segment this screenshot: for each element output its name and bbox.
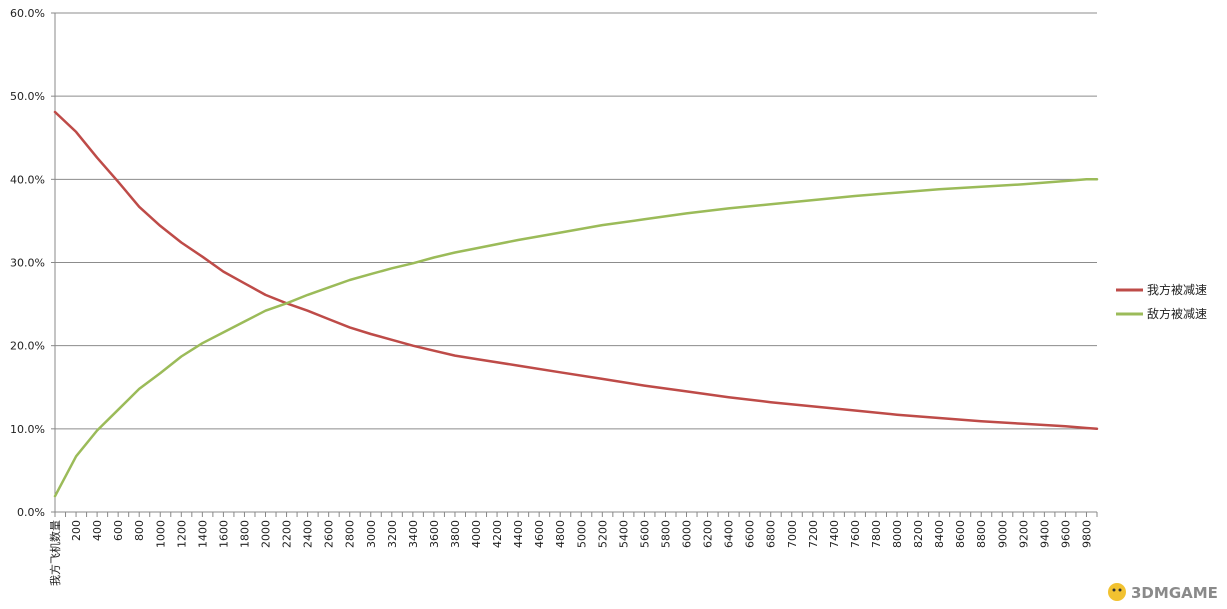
x-tick-label: 3400 [407, 520, 420, 548]
watermark-logo-icon [1108, 583, 1126, 601]
x-tick-label: 1200 [175, 520, 188, 548]
x-tick-label-first: 我方飞机数量 [48, 520, 62, 586]
x-tick-label: 9800 [1080, 520, 1093, 548]
x-tick-label: 3600 [428, 520, 441, 548]
x-tick-label: 8000 [891, 520, 904, 548]
x-tick-label: 6800 [765, 520, 778, 548]
x-tick-label: 9000 [996, 520, 1009, 548]
x-tick-label: 2600 [323, 520, 336, 548]
x-tick-label: 8600 [954, 520, 967, 548]
x-tick-label: 1600 [217, 520, 230, 548]
watermark-logo-eye [1112, 588, 1116, 592]
x-tick-label: 5600 [638, 520, 651, 548]
x-tick-label: 6600 [744, 520, 757, 548]
x-tick-label: 3800 [449, 520, 462, 548]
watermark-logo-eye [1118, 588, 1122, 592]
x-tick-label: 9600 [1059, 520, 1072, 548]
x-tick-label: 5000 [575, 520, 588, 548]
x-tick-label: 5800 [659, 520, 672, 548]
x-tick-label: 4800 [554, 520, 567, 548]
x-tick-label: 400 [91, 520, 104, 541]
x-tick-label: 800 [133, 520, 146, 541]
x-tick-label: 1400 [196, 520, 209, 548]
x-tick-label: 2800 [344, 520, 357, 548]
x-tick-label: 200 [70, 520, 83, 541]
x-tick-label: 9400 [1038, 520, 1051, 548]
x-tick-label: 4000 [470, 520, 483, 548]
x-tick-label: 8800 [975, 520, 988, 548]
x-tick-label: 5200 [596, 520, 609, 548]
x-tick-label: 600 [112, 520, 125, 541]
x-tick-label: 7000 [786, 520, 799, 548]
x-tick-label: 6200 [702, 520, 715, 548]
x-tick-label: 3000 [365, 520, 378, 548]
x-tick-label: 5400 [617, 520, 630, 548]
x-tick-label: 4400 [512, 520, 525, 548]
x-tick-label: 7200 [807, 520, 820, 548]
y-axis-ticks: 0.0% 10.0% 20.0% 30.0% 40.0% 50.0% 60.0% [10, 7, 55, 519]
y-tick-label: 40.0% [10, 173, 45, 186]
legend-label: 我方被减速 [1147, 282, 1207, 297]
series-lines [53, 110, 1099, 498]
x-tick-label: 8400 [933, 520, 946, 548]
series-line-2 [53, 178, 1099, 498]
legend-label: 敌方被减速 [1147, 306, 1207, 321]
x-tick-label: 2400 [302, 520, 315, 548]
y-tick-label: 10.0% [10, 423, 45, 436]
x-tick-label: 6000 [681, 520, 694, 548]
x-tick-label: 6400 [723, 520, 736, 548]
series-line-1 [53, 110, 1099, 431]
y-tick-label: 20.0% [10, 340, 45, 353]
x-tick-label: 8200 [912, 520, 925, 548]
x-axis-ticks: 我方飞机数量 200 400 600 800 1000 1200 1400 1600 1800 20… [48, 512, 1098, 586]
gridlines [55, 12, 1097, 430]
x-tick-label: 7600 [849, 520, 862, 548]
x-tick-label: 2200 [281, 520, 294, 548]
x-tick-label: 2000 [260, 520, 273, 548]
x-tick-label: 9200 [1017, 520, 1030, 548]
x-tick-label: 7800 [870, 520, 883, 548]
watermark: 3DMGAME [1108, 583, 1218, 602]
x-tick-label: 4600 [533, 520, 546, 548]
x-tick-label: 3200 [386, 520, 399, 548]
y-tick-label: 30.0% [10, 257, 45, 270]
y-tick-label: 60.0% [10, 7, 45, 20]
y-tick-label: 0.0% [17, 506, 45, 519]
x-tick-label: 7400 [828, 520, 841, 548]
x-tick-label: 1800 [238, 520, 251, 548]
watermark-text: 3DMGAME [1131, 584, 1218, 602]
x-tick-label: 1000 [154, 520, 167, 548]
x-tick-label: 4200 [491, 520, 504, 548]
y-tick-label: 50.0% [10, 90, 45, 103]
